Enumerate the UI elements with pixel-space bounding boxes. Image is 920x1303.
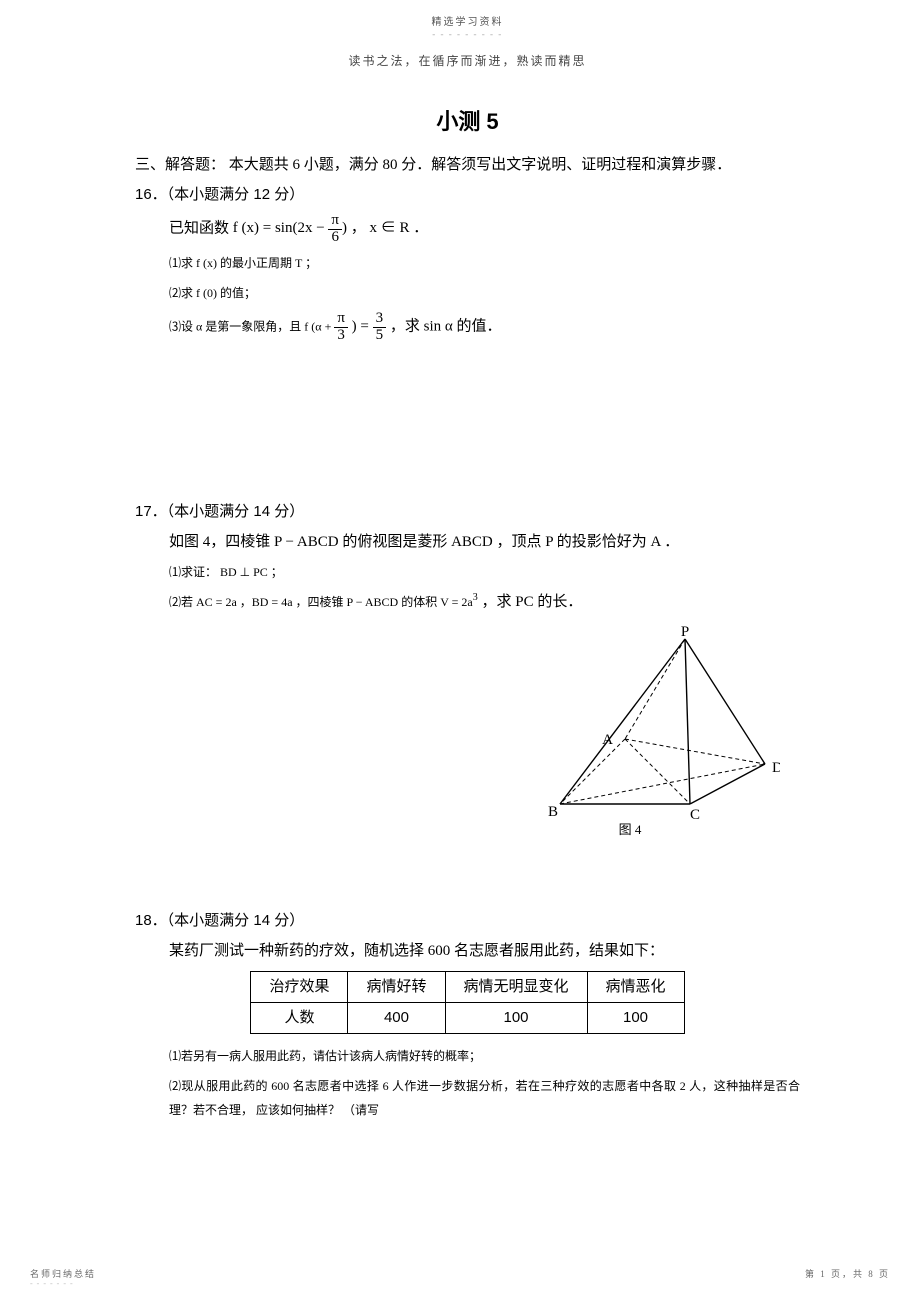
footer-left-dash: - - - - - - - <box>30 1278 74 1291</box>
q16-pi2: π <box>334 311 348 327</box>
label-A: A <box>602 732 613 748</box>
section-heading: 三、解答题： 本大题共 6 小题，满分 80 分．解答须写出文字说明、证明过程和… <box>135 153 800 177</box>
spacer-2 <box>135 844 800 909</box>
label-D: D <box>772 760 780 776</box>
q16-p3b: ) = <box>352 319 373 335</box>
q16-d35: 5 <box>373 327 387 344</box>
td-0: 人数 <box>251 1002 348 1033</box>
q16-p1: ⑴求 f (x) 的最小正周期 T ； <box>169 251 800 275</box>
q18-table: 治疗效果 病情好转 病情无明显变化 病情恶化 人数 400 100 100 <box>250 971 684 1034</box>
q17-p2: ⑵若 AC = 2a ，BD = 4a ，四棱锥 P − ABCD 的体积 V … <box>169 590 800 614</box>
q16-p3: ⑶设 α 是第一象限角，且 f (α + π3 ) = 35 ，求 sin α … <box>169 311 800 344</box>
td-2: 100 <box>445 1002 587 1033</box>
spacer <box>135 350 800 500</box>
th-2: 病情无明显变化 <box>445 971 587 1002</box>
q18-p1-text: ⑴若另有一病人服用此药，请估计该病人病情好转的概率； <box>169 1049 481 1063</box>
q16-head: 16．（本小题满分 12 分） <box>135 183 800 207</box>
figure-caption: 图 4 <box>619 822 642 837</box>
q16-n35: 3 <box>373 311 387 327</box>
top-dash: - - - - - - - - - <box>135 27 800 41</box>
th-3: 病情恶化 <box>587 971 684 1002</box>
th-0: 治疗效果 <box>251 971 348 1002</box>
q18-p2: ⑵现从服用此药的 600 名志愿者中选择 6 人作进一步数据分析，若在三种疗效的… <box>169 1074 800 1122</box>
q16-three: 3 <box>334 327 348 344</box>
td-1: 400 <box>348 1002 445 1033</box>
label-P: P <box>681 624 689 640</box>
q17-stem: 如图 4，四棱锥 P − ABCD 的俯视图是菱形 ABCD ，顶点 P 的投影… <box>169 530 800 554</box>
q16-fx: f (x) = sin(2x − <box>233 220 329 236</box>
q17-p2a: ⑵若 AC = 2a ，BD = 4a ，四棱锥 P − ABCD 的体积 V … <box>169 595 473 609</box>
q17-p2b: ，求 PC 的长． <box>478 594 583 610</box>
label-B: B <box>548 804 558 820</box>
q17-p1-text: ⑴求证： BD ⊥ PC ； <box>169 565 283 579</box>
q16-p3a: ⑶设 α 是第一象限角，且 f (α + <box>169 320 334 334</box>
q18-p2-text: ⑵现从服用此药的 600 名志愿者中选择 6 人作进一步数据分析，若在三种疗效的… <box>169 1079 800 1117</box>
q18-head: 18．（本小题满分 14 分） <box>135 909 800 933</box>
table-row: 治疗效果 病情好转 病情无明显变化 病情恶化 <box>251 971 684 1002</box>
q18-stem: 某药厂测试一种新药的疗效，随机选择 600 名志愿者服用此药，结果如下： <box>169 939 800 963</box>
subhead-text: 读书之法，在循序而渐进，熟读而精思 <box>340 54 594 68</box>
q16-p1-text: ⑴求 f (x) 的最小正周期 T ； <box>169 256 317 270</box>
table-row: 人数 400 100 100 <box>251 1002 684 1033</box>
q17-p1: ⑴求证： BD ⊥ PC ； <box>169 560 800 584</box>
page-title: 小测 5 <box>135 104 800 139</box>
th-1: 病情好转 <box>348 971 445 1002</box>
q16-stem-b: ) ， x ∈ R ． <box>342 220 428 236</box>
q16-stem: 已知函数 f (x) = sin(2x − π6) ， x ∈ R ． <box>169 213 800 246</box>
label-C: C <box>690 807 700 823</box>
q16-p3c: ，求 sin α 的值． <box>390 319 502 335</box>
subhead-wrap: 读书之法，在循序而渐进，熟读而精思 <box>135 49 800 73</box>
q16-p2: ⑵求 f (0) 的值； <box>169 281 800 305</box>
td-3: 100 <box>587 1002 684 1033</box>
footer-right: 第 1 页，共 8 页 <box>805 1267 890 1281</box>
q16-p2-text: ⑵求 f (0) 的值； <box>169 286 256 300</box>
q17-head: 17．（本小题满分 14 分） <box>135 500 800 524</box>
q16-pi: π <box>328 213 342 229</box>
q18-p1: ⑴若另有一病人服用此药，请估计该病人病情好转的概率； <box>169 1044 800 1068</box>
q16-stem-a: 已知函数 <box>169 220 233 236</box>
figure-4: P A B C D 图 4 <box>520 624 780 844</box>
q16-six: 6 <box>328 229 342 246</box>
